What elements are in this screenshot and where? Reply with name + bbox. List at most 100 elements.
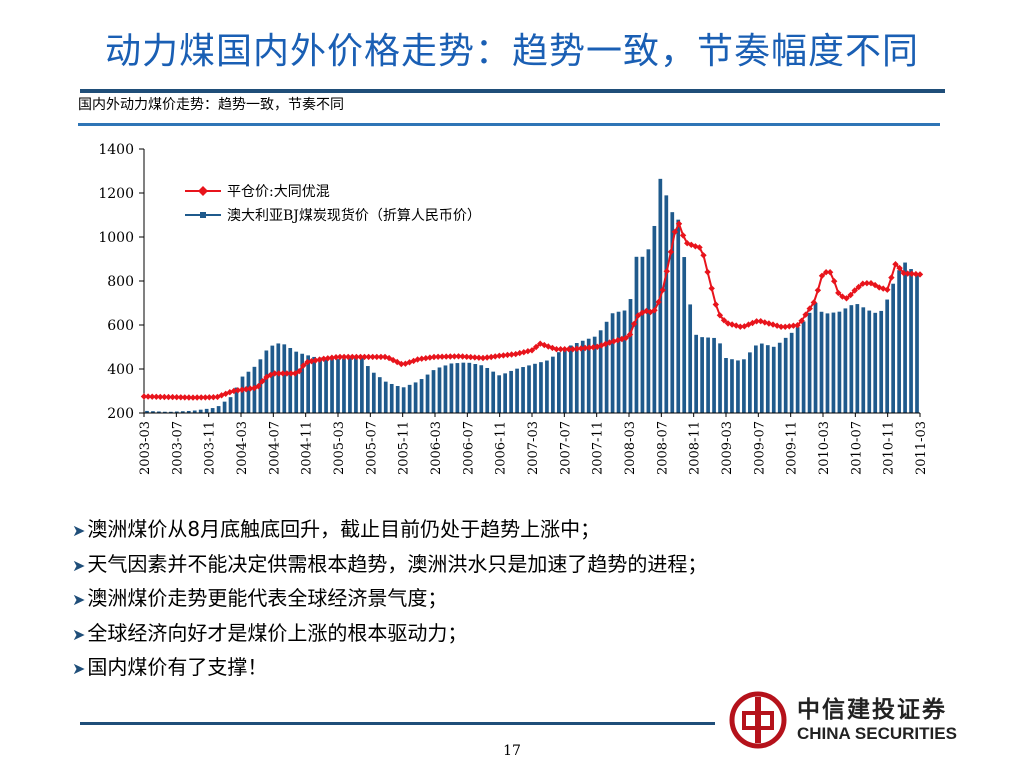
- bar-australia-price: [455, 363, 460, 413]
- bar-australia-price: [354, 357, 358, 413]
- marker-domestic-price: [234, 387, 242, 394]
- bar-australia-price: [425, 374, 430, 413]
- marker-domestic-price: [488, 353, 495, 361]
- marker-domestic-price: [639, 309, 646, 316]
- marker-domestic-price: [340, 353, 348, 361]
- marker-domestic-price: [345, 353, 352, 361]
- bar-australia-price: [849, 305, 854, 413]
- y-tick-label: 200: [107, 406, 134, 422]
- marker-domestic-price: [912, 270, 920, 278]
- x-tick-label: 2003-03: [138, 421, 153, 475]
- marker-domestic-price: [712, 301, 719, 308]
- bar-australia-price: [371, 372, 376, 413]
- marker-domestic-price: [798, 317, 805, 324]
- marker-domestic-price: [708, 285, 715, 292]
- marker-domestic-price: [230, 387, 238, 395]
- bar-australia-price: [228, 397, 233, 413]
- bar-australia-price: [736, 360, 740, 413]
- marker-domestic-price: [908, 270, 915, 277]
- marker-domestic-price: [586, 344, 593, 351]
- bar-australia-price: [634, 256, 639, 413]
- citic-emblem-icon: [729, 691, 787, 749]
- slide-title: 动力煤国内外价格走势：趋势一致，节奏幅度不同: [104, 31, 919, 72]
- bar-australia-price: [204, 408, 209, 413]
- x-tick-label: 2007-11: [591, 421, 606, 475]
- marker-domestic-price: [810, 299, 817, 306]
- marker-domestic-price: [528, 347, 536, 354]
- bar-australia-price: [234, 387, 239, 413]
- marker-domestic-price: [794, 322, 801, 329]
- bar-australia-price: [759, 343, 764, 413]
- bar-australia-price: [676, 219, 681, 413]
- bar-australia-price: [151, 411, 155, 413]
- bar-australia-price: [527, 365, 531, 413]
- arrow-bullet-icon: ➤: [72, 659, 86, 678]
- marker-domestic-price: [626, 331, 634, 338]
- marker-domestic-price: [655, 298, 662, 306]
- bar-australia-price: [783, 337, 788, 413]
- marker-domestic-price: [704, 268, 711, 276]
- marker-domestic-price: [557, 346, 564, 353]
- bar-australia-price: [222, 401, 227, 413]
- bar-australia-price: [431, 370, 436, 413]
- y-tick-label: 1400: [98, 142, 134, 158]
- marker-domestic-price: [328, 354, 336, 361]
- bar-australia-price: [491, 371, 496, 413]
- marker-domestic-price: [753, 318, 760, 325]
- marker-domestic-price: [532, 343, 540, 351]
- legend-label-domestic: 平仓价:大同优混: [227, 184, 330, 200]
- marker-domestic-price: [802, 311, 809, 318]
- bar-australia-price: [652, 225, 657, 413]
- marker-domestic-price: [904, 270, 911, 277]
- marker-domestic-price: [786, 323, 793, 330]
- x-tick-label: 2011-03: [914, 421, 929, 475]
- bar-australia-price: [622, 310, 627, 413]
- bar-australia-price: [801, 321, 806, 413]
- marker-domestic-price: [324, 355, 331, 362]
- marker-domestic-price: [279, 370, 287, 377]
- bullet-list: ➤ 澳洲煤价从8月底触底回升，截止目前仍处于趋势上涨中； ➤ 天气因素并不能决定供需…: [72, 513, 1012, 686]
- marker-domestic-price: [275, 370, 282, 377]
- marker-domestic-price: [773, 322, 781, 329]
- x-tick-label: 2009-03: [720, 421, 735, 475]
- marker-domestic-price: [504, 351, 511, 359]
- bar-australia-price: [574, 343, 579, 413]
- marker-domestic-price: [884, 286, 891, 293]
- bar-australia-price: [461, 362, 466, 413]
- bar-australia-price: [163, 411, 167, 413]
- marker-domestic-price: [765, 320, 773, 327]
- bar-australia-price: [825, 313, 830, 413]
- bar-australia-price: [777, 342, 782, 413]
- bar-australia-price: [682, 257, 687, 413]
- bar-australia-price: [557, 352, 561, 413]
- marker-domestic-price: [181, 394, 188, 401]
- marker-domestic-price: [414, 356, 421, 363]
- y-tick-label: 800: [107, 274, 134, 290]
- marker-domestic-price: [443, 353, 450, 360]
- marker-domestic-price: [688, 241, 695, 248]
- bar-australia-price: [324, 358, 328, 413]
- bar-australia-price: [515, 368, 519, 413]
- bar-australia-price: [270, 345, 275, 413]
- marker-domestic-price: [206, 394, 213, 401]
- marker-domestic-price: [422, 355, 429, 362]
- marker-domestic-price: [720, 317, 728, 324]
- x-tick-label: 2006-07: [461, 421, 476, 475]
- marker-domestic-price: [614, 337, 621, 344]
- bar-australia-price: [198, 409, 203, 413]
- marker-domestic-price: [757, 318, 764, 325]
- bar-australia-price: [145, 410, 149, 413]
- brand-name-cn: 中信建投证券: [797, 697, 947, 723]
- bar-australia-price: [294, 351, 299, 413]
- bar-australia-price: [521, 367, 525, 413]
- marker-domestic-price: [430, 353, 438, 361]
- marker-domestic-price: [606, 339, 613, 346]
- marker-domestic-price: [892, 261, 899, 268]
- marker-domestic-price: [843, 295, 850, 302]
- marker-domestic-price: [814, 287, 822, 294]
- bar-australia-price: [169, 411, 173, 413]
- bar-australia-price: [174, 411, 179, 413]
- marker-domestic-price: [238, 386, 246, 393]
- bar-australia-price: [831, 312, 836, 413]
- marker-domestic-price: [259, 378, 266, 385]
